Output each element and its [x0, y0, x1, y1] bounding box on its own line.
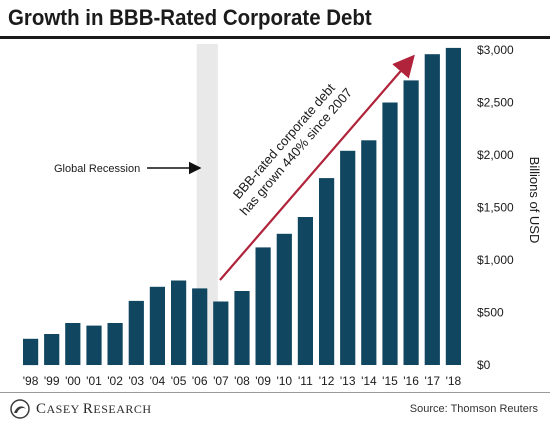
y-tick-label: $1,000: [477, 253, 514, 267]
x-tick-label: '03: [128, 374, 144, 388]
bar-chart: '98 '99 '00 '01 '02 '03 '04 '05 '06 '07 '08 '09 '10 '…: [23, 43, 542, 388]
x-tick-label: '07: [213, 374, 229, 388]
y-tick-label: $2,500: [477, 96, 514, 110]
x-tick-label: '00: [65, 374, 81, 388]
title-divider: [0, 36, 550, 39]
x-tick-label: '04: [150, 374, 166, 388]
bar-14: [319, 178, 335, 365]
x-tick-label: '13: [340, 374, 356, 388]
x-tick-labels: '98 '99 '00 '01 '02 '03 '04 '05 '06 '07 '08 '09 '10 '…: [23, 374, 462, 388]
y-tick-labels: $0 $500 $1,000 $1,500 $2,000 $2,500 $3,000: [477, 43, 514, 372]
brand-name: CASEY RESEARCH: [36, 401, 152, 418]
brand-initial-1: C: [36, 400, 47, 417]
x-tick-label: '18: [446, 374, 462, 388]
bar-2: [65, 323, 81, 365]
x-tick-label: '14: [361, 374, 377, 388]
x-tick-label: '11: [298, 374, 313, 388]
x-tick-label: '17: [424, 374, 440, 388]
brand-logo: CASEY RESEARCH: [10, 397, 152, 421]
brand-mark-icon: [10, 399, 30, 419]
bar-16: [361, 140, 377, 365]
bar-15: [340, 150, 356, 365]
x-tick-label: '98: [23, 374, 39, 388]
x-tick-label: '01: [86, 374, 102, 388]
y-tick-label: $0: [477, 358, 491, 372]
bar-6: [149, 286, 165, 365]
source-note: Source: Thomson Reuters: [409, 403, 538, 415]
bar-0: [23, 338, 39, 366]
bar-9: [213, 301, 229, 365]
brand-rest-1: ASEY: [46, 401, 83, 416]
bar-8: [192, 288, 208, 365]
y-tick-label: $500: [477, 306, 504, 320]
chart-title: Growth in BBB-Rated Corporate Debt: [8, 5, 372, 30]
x-tick-label: '08: [234, 374, 250, 388]
x-tick-label: '05: [171, 374, 187, 388]
bar-5: [128, 300, 144, 365]
y-axis-label: Billions of USD: [527, 157, 542, 244]
bar-1: [44, 334, 60, 365]
brand-rest-2: ESEARCH: [93, 401, 152, 416]
brand-initial-2: R: [82, 400, 94, 417]
x-tick-label: '16: [403, 374, 419, 388]
footer-divider: [0, 392, 550, 393]
x-tick-label: '06: [192, 374, 208, 388]
bar-13: [297, 217, 313, 365]
y-tick-label: $2,000: [477, 148, 514, 162]
bar-17: [382, 102, 398, 365]
y-tick-label: $3,000: [477, 43, 514, 57]
recession-shading: [196, 44, 218, 365]
growth-arrow: [219, 54, 415, 281]
bar-19: [424, 54, 440, 365]
bar-10: [234, 291, 250, 365]
x-tick-label: '02: [107, 374, 123, 388]
bar-11: [255, 247, 271, 365]
bar-20: [445, 47, 461, 366]
bar-3: [86, 325, 102, 365]
x-tick-label: '12: [319, 374, 335, 388]
x-tick-label: '99: [44, 374, 60, 388]
bar-4: [107, 323, 123, 365]
x-tick-label: '10: [276, 374, 292, 388]
x-tick-label: '15: [382, 374, 398, 388]
y-tick-label: $1,500: [477, 201, 514, 215]
recession-annotation: Global Recession: [54, 163, 140, 175]
bar-7: [171, 280, 187, 365]
bars-group: [23, 47, 461, 366]
bar-18: [403, 80, 419, 366]
bar-12: [276, 233, 292, 366]
x-tick-label: '09: [255, 374, 271, 388]
growth-annotation-line2: has grown 440% since 2007: [237, 85, 355, 218]
